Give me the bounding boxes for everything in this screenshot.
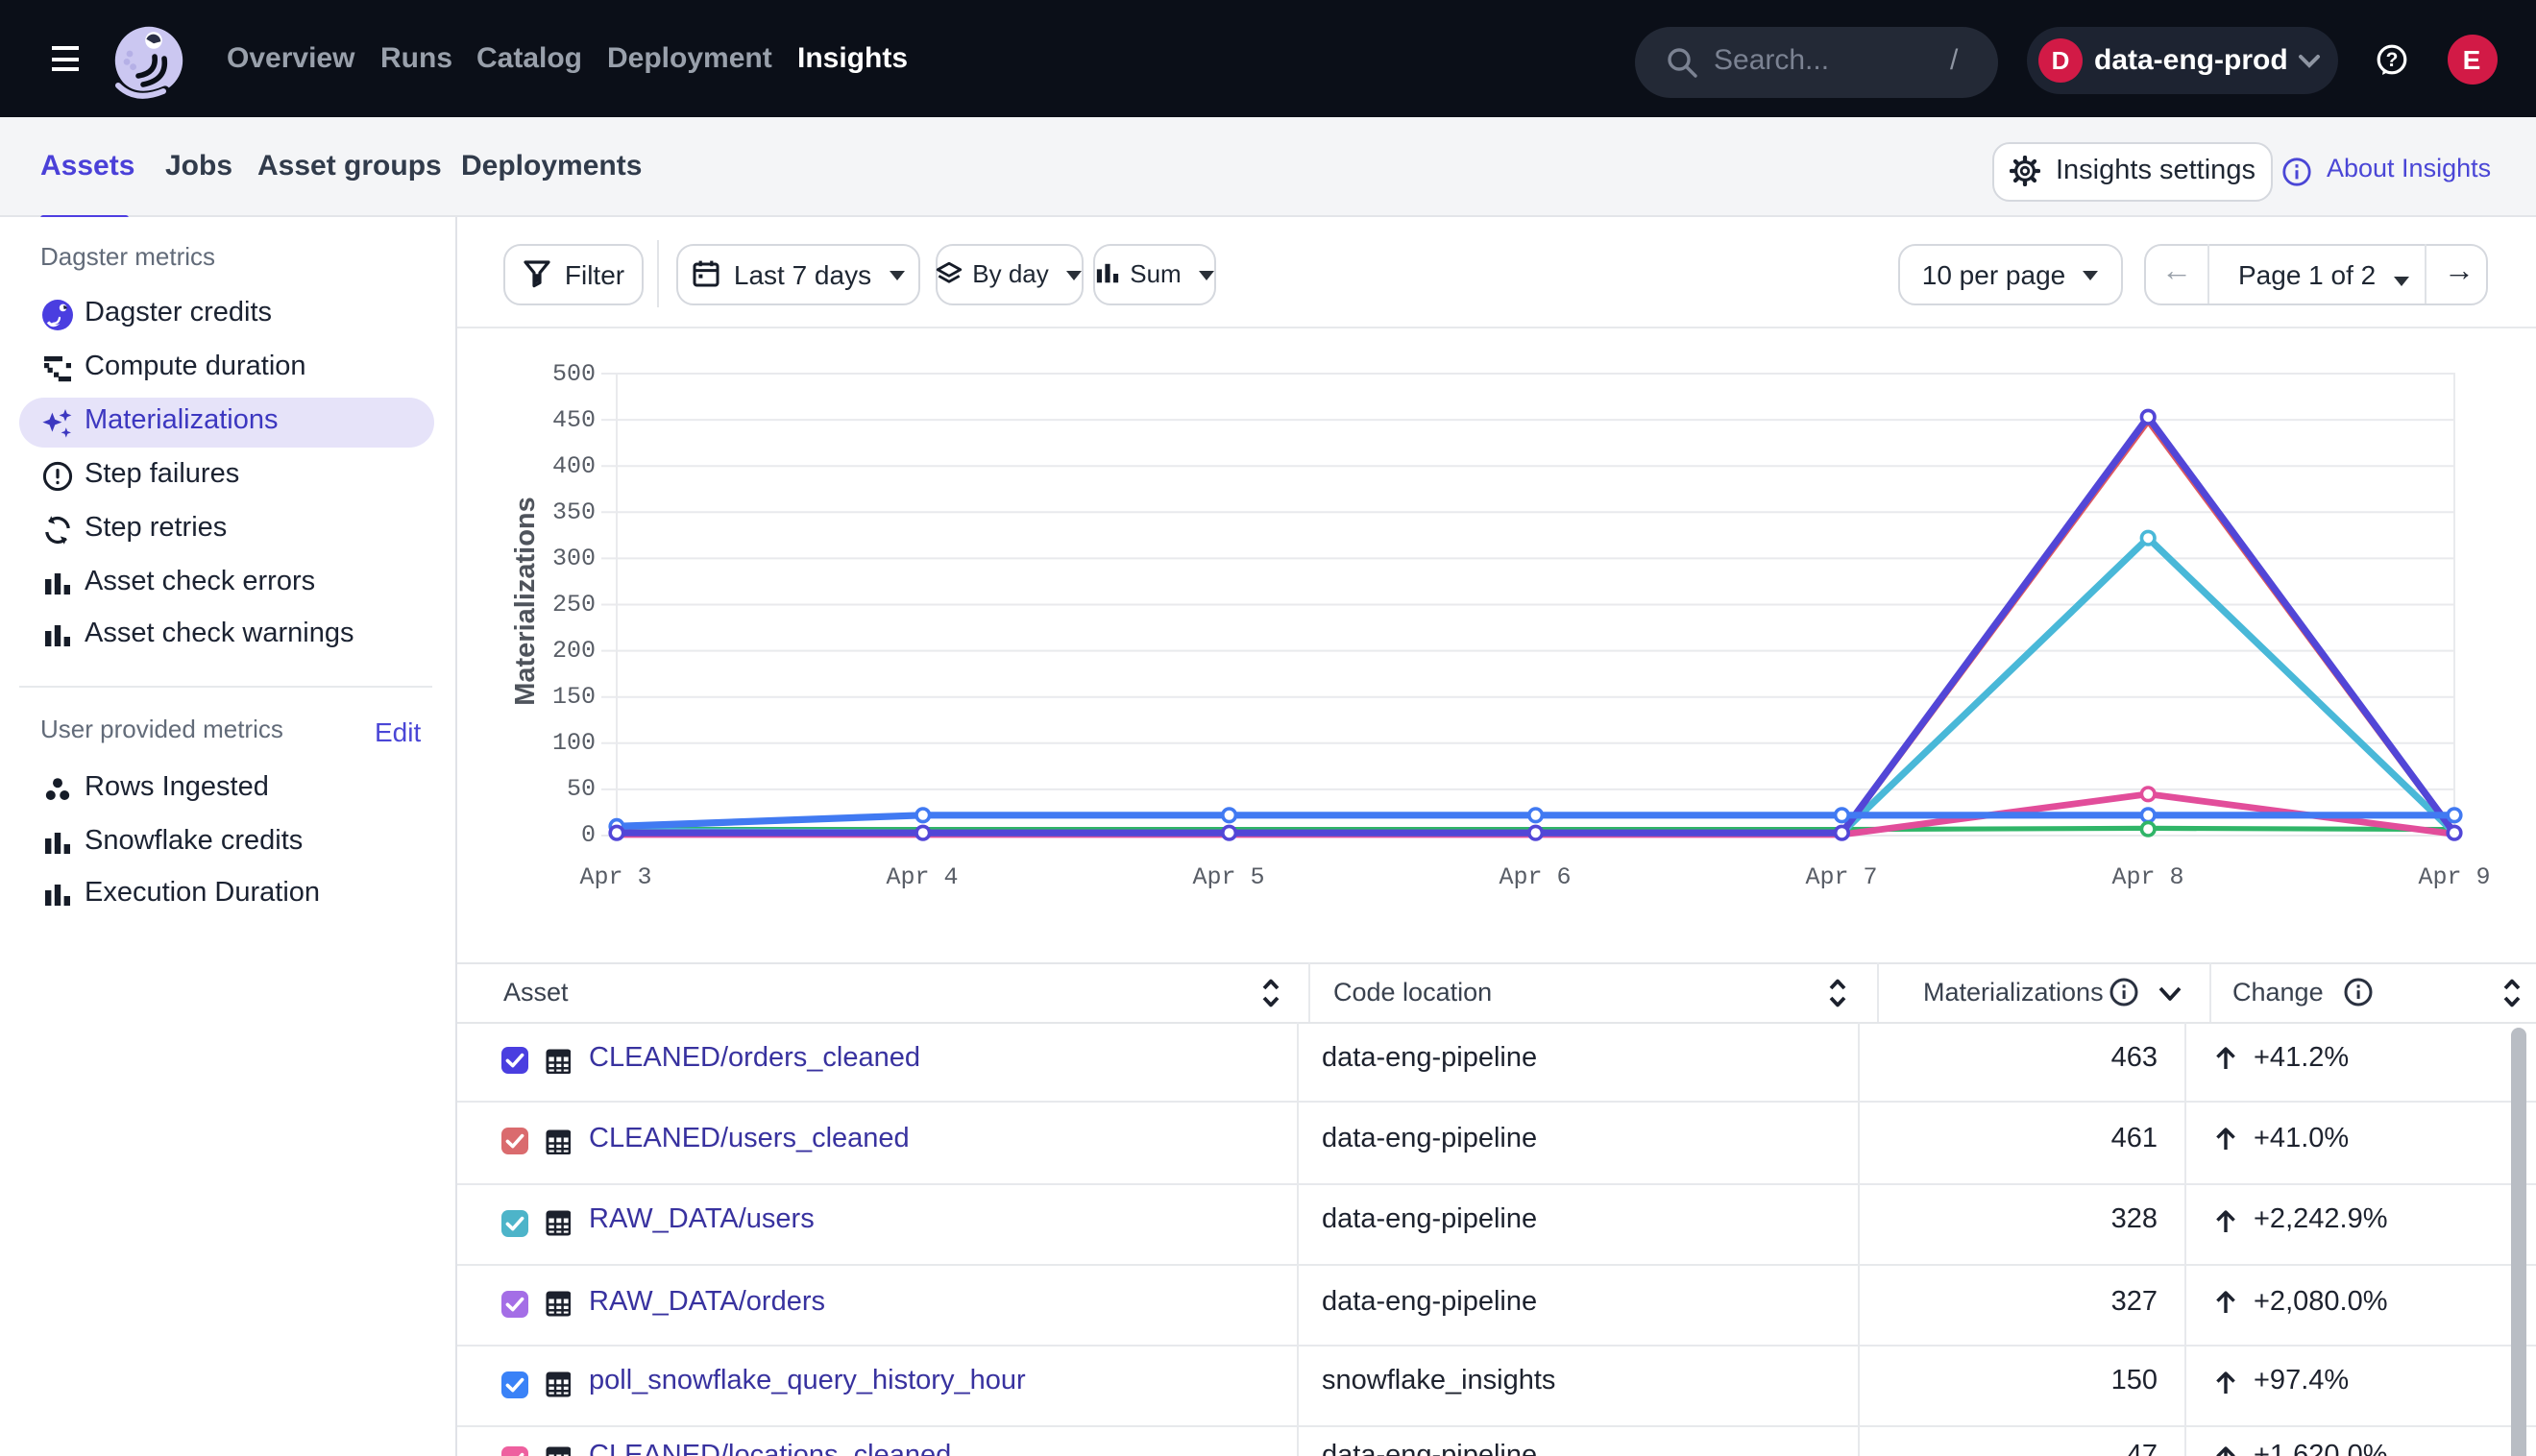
svg-text:?: ?: [2386, 49, 2399, 71]
